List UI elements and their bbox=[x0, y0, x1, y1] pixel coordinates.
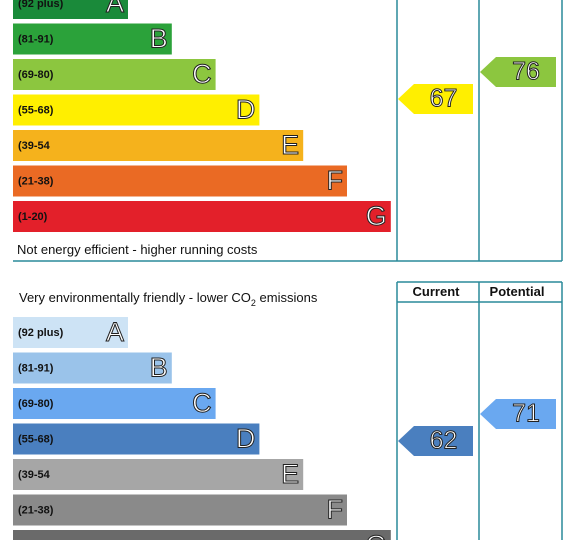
band-bar bbox=[13, 530, 391, 540]
band-bar bbox=[13, 423, 260, 455]
band-bar bbox=[13, 0, 128, 19]
caption: Very environmentally friendly - lower CO… bbox=[19, 290, 318, 308]
band-letter: A bbox=[106, 317, 124, 347]
band-letter: B bbox=[150, 353, 168, 383]
band-range: (81-91) bbox=[18, 33, 54, 45]
band-bar bbox=[13, 59, 216, 90]
band-bar bbox=[13, 494, 347, 526]
rating-arrow bbox=[398, 84, 473, 114]
rating-value: 67 bbox=[430, 85, 458, 113]
band-letter: F bbox=[327, 166, 344, 196]
band-letter: G bbox=[366, 201, 387, 231]
column-header: Current bbox=[413, 284, 461, 299]
band-bar bbox=[13, 165, 347, 197]
band-bar bbox=[13, 201, 391, 232]
rating-arrow bbox=[480, 57, 556, 87]
rating-arrow bbox=[480, 399, 556, 429]
rating-arrow bbox=[398, 426, 473, 456]
caption-part: 2 bbox=[251, 298, 256, 308]
band-letter: C bbox=[192, 59, 212, 89]
caption-part: Very environmentally friendly - lower CO bbox=[19, 290, 251, 305]
band-range: (92 plus) bbox=[18, 327, 64, 339]
band-range: (55-68) bbox=[18, 433, 54, 445]
band-letter: G bbox=[366, 530, 387, 540]
band-range: (21-38) bbox=[18, 175, 54, 187]
band-bar bbox=[13, 352, 172, 384]
band-range: (55-68) bbox=[18, 104, 54, 116]
band-letter: E bbox=[281, 130, 299, 160]
band-letter: D bbox=[236, 424, 256, 454]
band-bar bbox=[13, 23, 172, 55]
band-range: (69-80) bbox=[18, 398, 54, 410]
column-header: Potential bbox=[490, 284, 545, 299]
band-range: (21-38) bbox=[18, 504, 54, 516]
band-letter: D bbox=[236, 95, 256, 125]
band-range: (92 plus) bbox=[18, 0, 64, 10]
band-bar bbox=[13, 388, 216, 419]
rating-value: 76 bbox=[512, 58, 540, 86]
band-letter: A bbox=[106, 0, 124, 18]
band-range: (69-80) bbox=[18, 69, 54, 81]
caption-part: emissions bbox=[256, 290, 318, 305]
rating-value: 71 bbox=[512, 400, 540, 428]
rating-value: 62 bbox=[430, 427, 458, 455]
band-range: (39-54 bbox=[18, 469, 51, 481]
band-range: (81-91) bbox=[18, 362, 54, 374]
band-letter: E bbox=[281, 459, 299, 489]
band-bar bbox=[13, 94, 260, 126]
band-letter: F bbox=[327, 495, 344, 525]
caption: Not energy efficient - higher running co… bbox=[17, 242, 258, 257]
band-bar bbox=[13, 459, 304, 490]
band-bar bbox=[13, 317, 128, 348]
band-bar bbox=[13, 130, 304, 161]
band-range: (1-20) bbox=[18, 211, 48, 223]
band-range: (39-54 bbox=[18, 140, 51, 152]
band-letter: B bbox=[150, 24, 168, 54]
band-letter: C bbox=[192, 388, 212, 418]
